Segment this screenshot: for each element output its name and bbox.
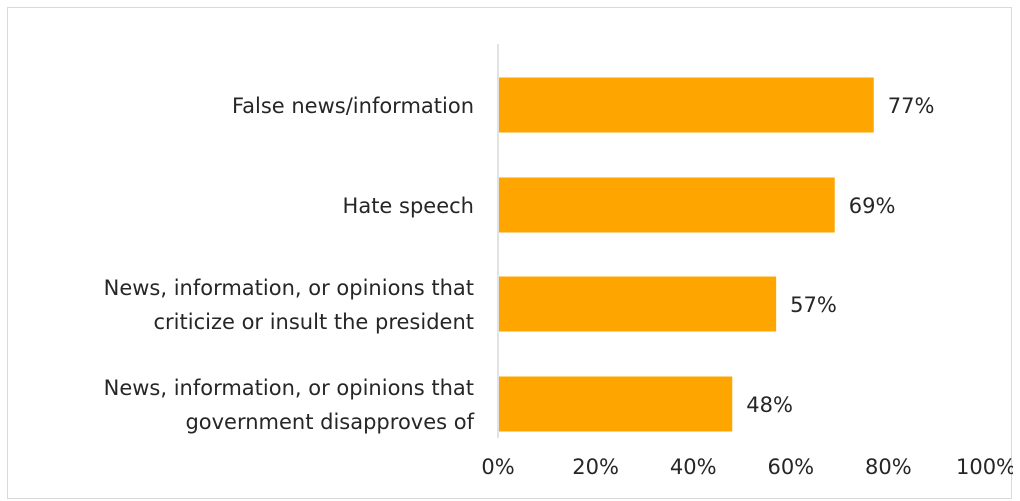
- category-label-0: False news/information: [232, 94, 474, 118]
- bar-1: [499, 177, 835, 233]
- bar-chart: 77% False news/information 69% Hate speech 5…: [104, 44, 1013, 479]
- category-label-line: criticize or insult the president: [153, 310, 474, 334]
- x-tick-label: 100%: [956, 455, 1013, 479]
- value-label-3: 48%: [746, 393, 793, 417]
- category-label-line: Hate speech: [343, 194, 474, 218]
- category-label-line: False news/information: [232, 94, 474, 118]
- x-tick-label: 40%: [670, 455, 717, 479]
- value-label-0: 77%: [888, 94, 935, 118]
- bar-0: [499, 77, 874, 133]
- category-label-line: government disapproves of: [185, 410, 474, 434]
- x-tick-label: 80%: [865, 455, 912, 479]
- x-tick-label: 60%: [767, 455, 814, 479]
- category-label-line: News, information, or opinions that: [104, 276, 474, 300]
- category-label-2: News, information, or opinions that criti…: [104, 276, 474, 334]
- category-label-line: News, information, or opinions that: [104, 376, 474, 400]
- value-label-1: 69%: [849, 194, 896, 218]
- x-tick-label: 20%: [572, 455, 619, 479]
- category-label-3: News, information, or opinions that gover…: [104, 376, 475, 434]
- category-label-1: Hate speech: [343, 194, 474, 218]
- bar-2: [499, 276, 777, 332]
- chart-frame: 77% False news/information 69% Hate speech 5…: [7, 7, 1013, 499]
- value-label-2: 57%: [790, 293, 837, 317]
- x-tick-label: 0%: [481, 455, 514, 479]
- bar-3: [499, 376, 733, 432]
